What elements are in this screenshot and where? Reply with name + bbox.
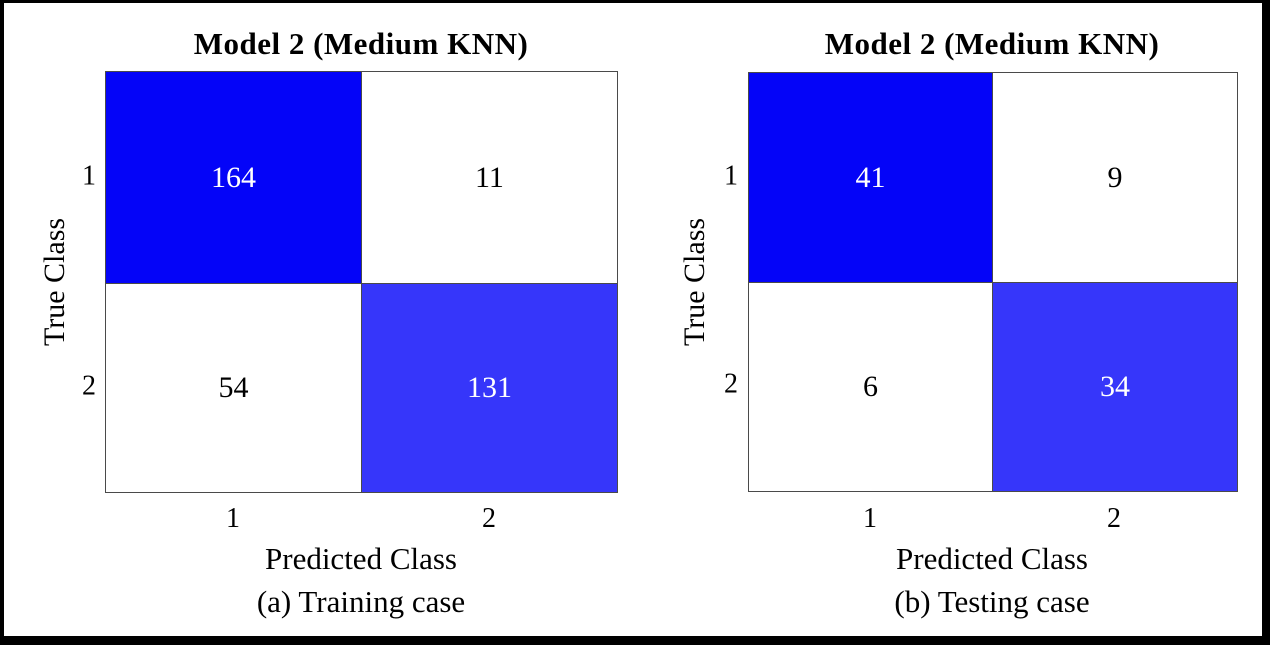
- chart-a-xlabel: Predicted Class: [265, 541, 457, 576]
- frame-border-left: [0, 0, 4, 645]
- chart-b-title: Model 2 (Medium KNN): [824, 26, 1160, 61]
- chart-b-cell-r1c2: 9: [993, 73, 1237, 283]
- frame-border-top: [0, 0, 1270, 3]
- chart-b-xtick-1: 1: [863, 503, 877, 534]
- chart-a-ytick-2: 2: [82, 370, 96, 402]
- chart-a-ytick-1: 1: [82, 160, 96, 192]
- chart-a-ylabel: True Class: [38, 217, 71, 347]
- frame-border-bottom: [0, 636, 1270, 645]
- chart-a-cell-r2c1: 54: [106, 284, 362, 492]
- chart-a-cell-r2c2: 131: [362, 284, 617, 492]
- chart-a-confusion-matrix: 164 11 54 131: [105, 71, 618, 493]
- chart-b-ytick-2: 2: [724, 368, 738, 400]
- chart-a-caption: (a) Training case: [256, 584, 466, 619]
- chart-b-caption: (b) Testing case: [894, 584, 1090, 619]
- chart-b-xtick-2: 2: [1107, 503, 1121, 534]
- chart-b-cell-r1c1: 41: [749, 73, 993, 283]
- chart-b-cell-r2c2: 34: [993, 283, 1237, 491]
- chart-b-confusion-matrix: 41 9 6 34: [748, 72, 1238, 492]
- chart-a-xtick-1: 1: [226, 503, 240, 534]
- chart-a-xtick-2: 2: [482, 503, 496, 534]
- chart-b-cell-r2c1: 6: [749, 283, 993, 491]
- chart-b-ylabel: True Class: [678, 217, 711, 347]
- chart-b-ytick-1: 1: [724, 160, 738, 192]
- chart-b-xlabel: Predicted Class: [896, 541, 1088, 576]
- chart-a-cell-r1c2: 11: [362, 72, 617, 284]
- frame-border-right: [1262, 0, 1270, 645]
- chart-a-cell-r1c1: 164: [106, 72, 362, 284]
- chart-a-title: Model 2 (Medium KNN): [193, 26, 529, 61]
